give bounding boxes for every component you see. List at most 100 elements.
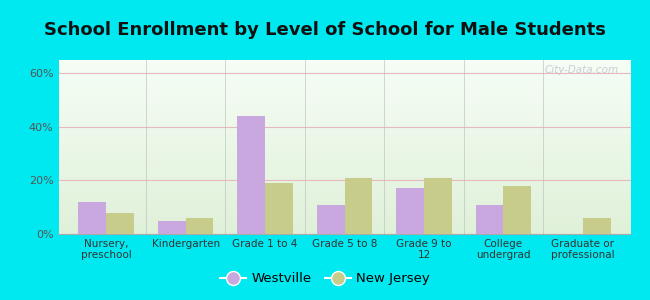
Bar: [58, 224, 630, 225]
Bar: [58, 179, 630, 180]
Bar: [58, 228, 630, 229]
Bar: [58, 207, 630, 208]
Bar: [58, 78, 630, 79]
Bar: [58, 158, 630, 159]
Bar: [58, 88, 630, 89]
Bar: [58, 72, 630, 73]
Bar: [58, 113, 630, 114]
Bar: [58, 198, 630, 199]
Bar: [58, 232, 630, 233]
Bar: [58, 108, 630, 109]
Bar: [58, 70, 630, 71]
Bar: [58, 191, 630, 192]
Bar: [58, 103, 630, 104]
Bar: [58, 152, 630, 153]
Bar: [58, 203, 630, 204]
Bar: [58, 230, 630, 231]
Bar: [58, 170, 630, 171]
Bar: [58, 85, 630, 86]
Bar: [158, 220, 186, 234]
Bar: [58, 92, 630, 93]
Bar: [58, 86, 630, 87]
Legend: Westville, New Jersey: Westville, New Jersey: [214, 267, 436, 290]
Bar: [58, 82, 630, 83]
Bar: [58, 71, 630, 72]
Bar: [58, 65, 630, 66]
Bar: [58, 109, 630, 110]
Text: School Enrollment by Level of School for Male Students: School Enrollment by Level of School for…: [44, 21, 606, 39]
Bar: [58, 222, 630, 223]
Bar: [58, 125, 630, 126]
Bar: [58, 81, 630, 82]
Bar: [58, 163, 630, 164]
Bar: [58, 211, 630, 212]
Bar: [58, 166, 630, 167]
Bar: [58, 204, 630, 205]
Bar: [58, 167, 630, 168]
Bar: [58, 208, 630, 209]
Bar: [58, 178, 630, 179]
Bar: [58, 153, 630, 154]
Bar: [344, 178, 372, 234]
Bar: [58, 174, 630, 175]
Bar: [186, 218, 213, 234]
Bar: [58, 135, 630, 136]
Bar: [265, 183, 293, 234]
Bar: [58, 64, 630, 65]
Bar: [58, 196, 630, 197]
Bar: [58, 146, 630, 147]
Bar: [58, 87, 630, 88]
Bar: [58, 213, 630, 214]
Bar: [58, 95, 630, 96]
Bar: [583, 218, 610, 234]
Bar: [58, 115, 630, 116]
Bar: [58, 68, 630, 69]
Bar: [58, 169, 630, 170]
Bar: [58, 102, 630, 103]
Bar: [58, 189, 630, 190]
Bar: [58, 200, 630, 201]
Bar: [58, 165, 630, 166]
Bar: [58, 129, 630, 130]
Bar: [58, 60, 630, 61]
Bar: [58, 184, 630, 185]
Bar: [58, 140, 630, 141]
Bar: [58, 173, 630, 174]
Bar: [58, 63, 630, 64]
Bar: [58, 157, 630, 158]
Bar: [58, 114, 630, 115]
Bar: [58, 137, 630, 138]
Bar: [58, 159, 630, 160]
Bar: [58, 134, 630, 135]
Bar: [58, 188, 630, 189]
Bar: [317, 205, 345, 234]
Bar: [58, 138, 630, 139]
Bar: [58, 217, 630, 218]
Bar: [58, 133, 630, 134]
Bar: [58, 110, 630, 111]
Bar: [58, 112, 630, 113]
Bar: [58, 124, 630, 125]
Bar: [58, 223, 630, 224]
Bar: [58, 105, 630, 106]
Bar: [58, 147, 630, 148]
Bar: [58, 194, 630, 195]
Bar: [58, 89, 630, 90]
Bar: [58, 94, 630, 95]
Bar: [58, 226, 630, 227]
Bar: [58, 126, 630, 127]
Bar: [58, 74, 630, 75]
Bar: [58, 168, 630, 169]
Bar: [58, 197, 630, 198]
Bar: [58, 145, 630, 146]
Bar: [58, 77, 630, 78]
Bar: [58, 120, 630, 121]
Bar: [58, 156, 630, 157]
Bar: [58, 100, 630, 101]
Bar: [58, 202, 630, 203]
Bar: [58, 99, 630, 100]
Bar: [503, 186, 531, 234]
Bar: [58, 73, 630, 74]
Bar: [58, 180, 630, 181]
Bar: [58, 233, 630, 234]
